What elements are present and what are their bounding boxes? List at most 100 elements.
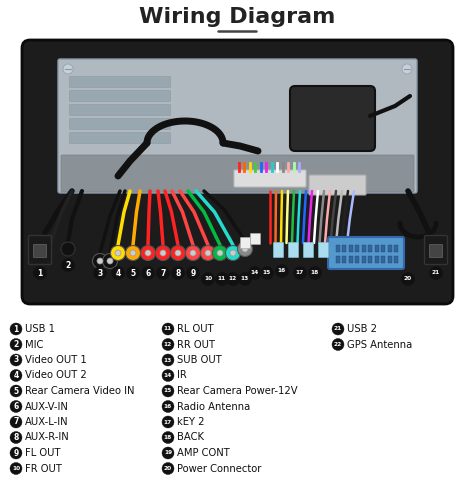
Circle shape [140, 245, 155, 261]
Text: RR OUT: RR OUT [177, 340, 215, 350]
Circle shape [201, 245, 216, 261]
Circle shape [142, 267, 155, 280]
Text: kEY 2: kEY 2 [177, 417, 204, 427]
Text: Rear Camera Power-12V: Rear Camera Power-12V [177, 386, 298, 396]
Text: 20: 20 [164, 466, 172, 471]
Circle shape [185, 245, 201, 261]
FancyBboxPatch shape [70, 119, 171, 129]
Circle shape [160, 250, 166, 256]
FancyBboxPatch shape [356, 256, 359, 263]
FancyBboxPatch shape [362, 245, 366, 252]
Text: 14: 14 [251, 271, 259, 276]
Text: 13: 13 [164, 358, 172, 363]
Circle shape [186, 267, 200, 280]
Circle shape [110, 245, 126, 261]
Circle shape [162, 447, 174, 459]
Circle shape [127, 267, 139, 280]
Circle shape [61, 242, 75, 256]
Circle shape [242, 246, 248, 252]
Circle shape [237, 241, 253, 257]
FancyBboxPatch shape [368, 245, 373, 252]
Text: 14: 14 [164, 373, 172, 378]
Text: Wiring Diagram: Wiring Diagram [139, 7, 335, 27]
Text: 16: 16 [278, 269, 286, 274]
Text: 9: 9 [13, 448, 18, 457]
Circle shape [10, 354, 22, 366]
FancyBboxPatch shape [28, 235, 52, 265]
Circle shape [162, 385, 174, 397]
Text: AUX-V-IN: AUX-V-IN [25, 401, 69, 411]
FancyBboxPatch shape [250, 233, 261, 244]
FancyBboxPatch shape [273, 242, 283, 258]
Text: 11: 11 [218, 277, 226, 282]
Text: 16: 16 [164, 404, 172, 409]
FancyBboxPatch shape [328, 237, 404, 269]
Text: Radio Antenna: Radio Antenna [177, 401, 250, 411]
Text: 5: 5 [130, 269, 136, 278]
Circle shape [63, 64, 73, 74]
FancyBboxPatch shape [289, 242, 299, 258]
Circle shape [171, 245, 185, 261]
Text: 3: 3 [97, 269, 103, 278]
FancyBboxPatch shape [382, 245, 385, 252]
FancyBboxPatch shape [362, 256, 366, 263]
Text: 22: 22 [334, 342, 342, 347]
Circle shape [227, 273, 239, 286]
Text: 12: 12 [229, 277, 237, 282]
Text: Power Connector: Power Connector [177, 463, 261, 473]
Circle shape [10, 462, 22, 474]
Text: 2: 2 [65, 261, 71, 270]
Text: USB 1: USB 1 [25, 324, 55, 334]
Circle shape [216, 273, 228, 286]
Circle shape [172, 267, 184, 280]
Text: 10: 10 [12, 466, 20, 471]
Circle shape [155, 245, 171, 261]
Circle shape [201, 273, 215, 286]
FancyBboxPatch shape [234, 170, 306, 187]
Circle shape [309, 267, 321, 280]
FancyBboxPatch shape [309, 175, 366, 195]
Text: 11: 11 [164, 327, 172, 332]
Circle shape [10, 447, 22, 459]
Circle shape [429, 267, 443, 280]
Text: 9: 9 [191, 269, 196, 278]
Circle shape [10, 339, 22, 351]
FancyBboxPatch shape [375, 256, 379, 263]
FancyBboxPatch shape [22, 40, 453, 304]
Circle shape [293, 267, 307, 280]
FancyBboxPatch shape [303, 242, 313, 258]
Text: 21: 21 [432, 271, 440, 276]
Text: 13: 13 [241, 277, 249, 282]
Circle shape [190, 250, 196, 256]
Text: 17: 17 [296, 271, 304, 276]
Circle shape [145, 250, 151, 256]
Circle shape [261, 267, 273, 280]
Text: 15: 15 [263, 271, 271, 276]
Circle shape [62, 259, 74, 272]
FancyBboxPatch shape [336, 245, 340, 252]
Circle shape [93, 267, 107, 280]
Circle shape [217, 250, 223, 256]
FancyBboxPatch shape [349, 256, 353, 263]
FancyBboxPatch shape [70, 91, 171, 102]
Text: 5: 5 [13, 386, 18, 395]
Text: USB 2: USB 2 [347, 324, 377, 334]
FancyBboxPatch shape [290, 86, 375, 151]
Text: 20: 20 [404, 277, 412, 282]
Text: FL OUT: FL OUT [25, 448, 61, 458]
Text: 18: 18 [311, 271, 319, 276]
Text: 17: 17 [164, 419, 172, 424]
Circle shape [402, 64, 412, 74]
FancyBboxPatch shape [388, 245, 392, 252]
Circle shape [130, 250, 136, 256]
FancyBboxPatch shape [336, 256, 340, 263]
Text: 8: 8 [13, 433, 18, 442]
Text: 7: 7 [13, 417, 18, 426]
Text: Rear Camera Video IN: Rear Camera Video IN [25, 386, 135, 396]
FancyBboxPatch shape [61, 155, 414, 192]
Circle shape [162, 400, 174, 412]
Circle shape [175, 250, 181, 256]
Circle shape [102, 254, 118, 269]
Text: 1: 1 [37, 269, 43, 278]
Circle shape [248, 267, 262, 280]
